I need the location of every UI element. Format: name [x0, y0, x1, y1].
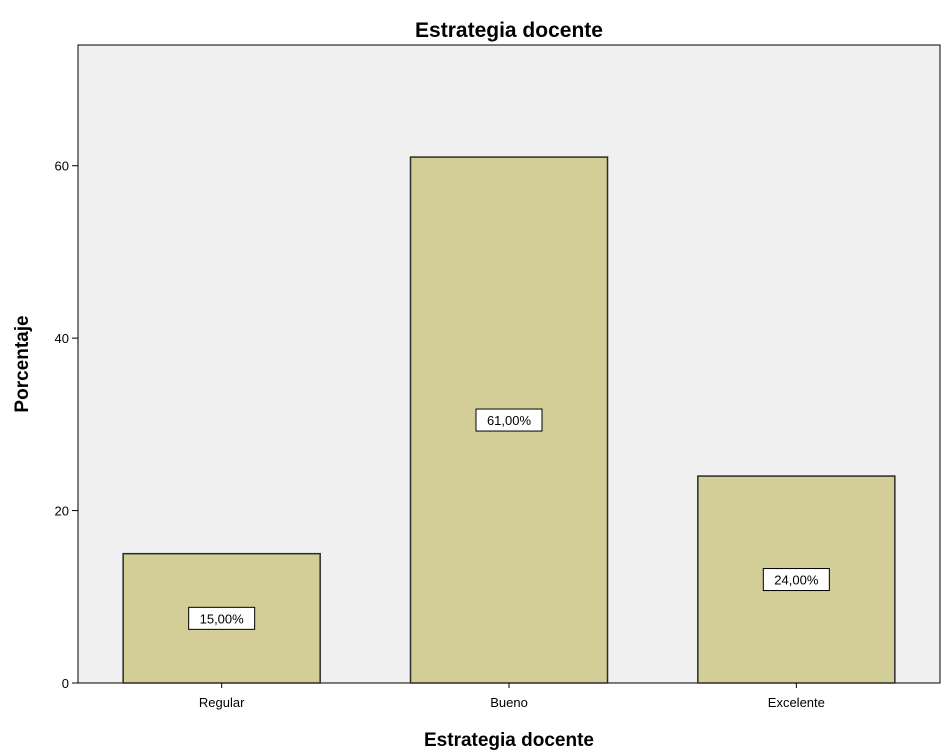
y-axis: 0 20 40 60: [55, 159, 78, 691]
data-labels-group: 15,00% 61,00% 24,00%: [188, 408, 830, 630]
data-label: 15,00%: [200, 611, 245, 626]
data-label-box: [762, 568, 830, 592]
y-tick-label: 0: [62, 676, 69, 691]
y-tick-label: 60: [55, 159, 69, 174]
x-axis-title: Estrategia docente: [424, 730, 594, 751]
x-tick-label: Excelente: [768, 695, 825, 710]
y-tick-label: 40: [55, 331, 69, 346]
data-label: 24,00%: [774, 573, 819, 588]
y-tick-label: 20: [55, 504, 69, 519]
x-axis: Regular Bueno Excelente: [199, 683, 825, 710]
y-axis-title: Porcentaje: [12, 315, 33, 412]
x-tick-label: Regular: [199, 695, 245, 710]
chart-title: Estrategia docente: [415, 19, 603, 42]
x-tick-label: Bueno: [490, 695, 528, 710]
data-label-box: [188, 606, 256, 630]
data-label-box: [475, 408, 543, 432]
data-label: 61,00%: [487, 413, 532, 428]
